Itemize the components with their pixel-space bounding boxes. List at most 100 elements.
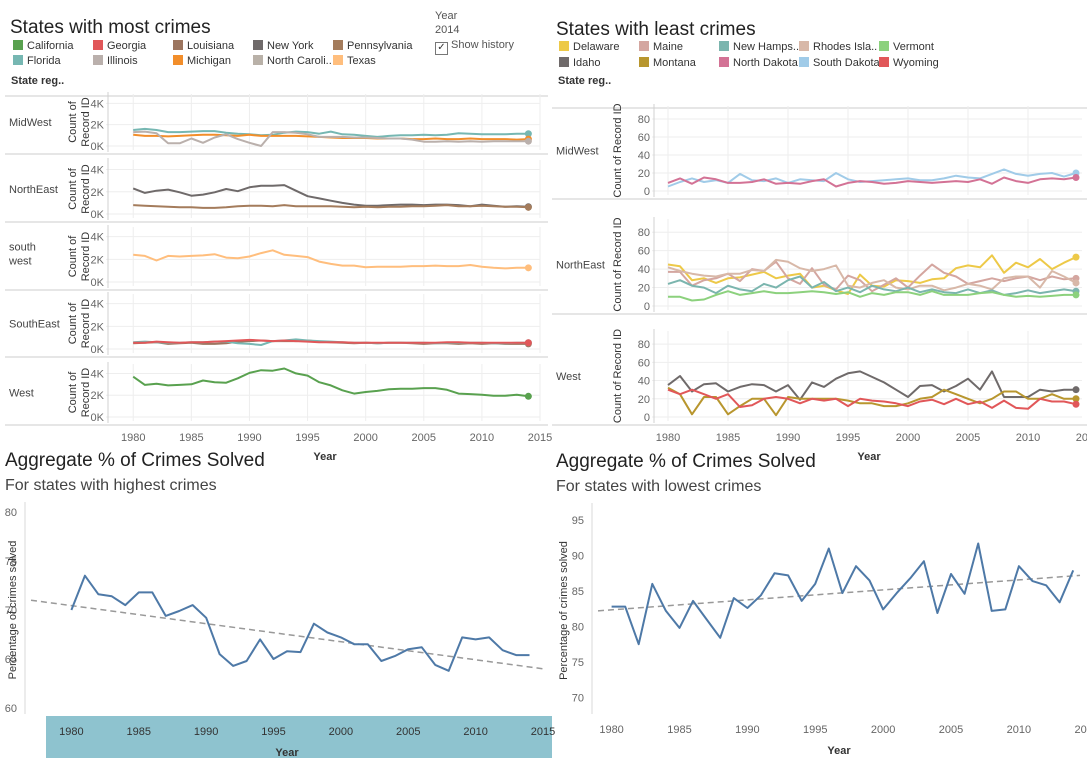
legend-label: Delaware bbox=[573, 41, 620, 53]
y-tick-label: 0K bbox=[91, 412, 105, 424]
x-tick-label: 1990 bbox=[735, 724, 759, 736]
series-line-pennsylvania bbox=[133, 204, 529, 209]
legend-item[interactable]: Michigan bbox=[173, 54, 231, 68]
y-tick-label: 90 bbox=[572, 551, 584, 563]
year-value[interactable]: 2014 bbox=[435, 24, 460, 36]
legend-label: Maine bbox=[653, 41, 683, 53]
legend-label: Florida bbox=[27, 55, 61, 67]
legend-item[interactable]: Maine bbox=[639, 40, 683, 54]
region-label: West bbox=[9, 388, 34, 400]
legend-item[interactable]: California bbox=[13, 39, 73, 53]
least-crimes-legend: Delaware Maine New Hamps.. Rhodes Isla..… bbox=[0, 0, 1087, 72]
y-tick-label: 0 bbox=[644, 412, 650, 424]
most-crimes-title: States with most crimes bbox=[10, 17, 211, 38]
legend-label: California bbox=[27, 40, 74, 52]
legend-item[interactable]: Rhodes Isla.. bbox=[799, 40, 877, 54]
y-tick-label: 4K bbox=[91, 165, 105, 177]
legend-item[interactable]: New Hamps.. bbox=[719, 40, 799, 54]
trend-line bbox=[597, 574, 1081, 612]
y-tick-label: 60 bbox=[638, 357, 650, 369]
legend-item[interactable]: South Dakota bbox=[799, 56, 880, 70]
y-tick-label: 4K bbox=[91, 98, 105, 110]
state-region-header[interactable]: State reg.. bbox=[558, 75, 612, 87]
series-line-vermont bbox=[668, 290, 1076, 302]
series-endpoint bbox=[1072, 279, 1080, 287]
legend-item[interactable]: Montana bbox=[639, 56, 696, 70]
x-tick-label: 1980 bbox=[656, 432, 680, 444]
legend-item[interactable]: Idaho bbox=[559, 56, 601, 70]
legend-swatch bbox=[639, 57, 649, 67]
legend-label: Montana bbox=[653, 57, 696, 69]
legend-swatch bbox=[333, 40, 343, 50]
series-line-california bbox=[132, 367, 529, 398]
year-filter: Year 2014 ✓ Show history bbox=[435, 10, 514, 55]
legend-swatch bbox=[93, 40, 103, 50]
y-tick-label: 4K bbox=[91, 232, 105, 244]
state-region-header[interactable]: State reg.. bbox=[11, 75, 65, 87]
series-endpoint bbox=[524, 264, 532, 272]
legend-swatch bbox=[879, 57, 889, 67]
legend-item[interactable]: Vermont bbox=[879, 40, 934, 54]
y-axis-title: Count of bbox=[67, 235, 79, 278]
legend-label: Vermont bbox=[893, 41, 934, 53]
x-axis-title: Year bbox=[275, 747, 299, 759]
show-history-toggle[interactable]: ✓ Show history bbox=[435, 39, 514, 55]
region-label: MidWest bbox=[556, 146, 599, 158]
y-tick-label: 4K bbox=[91, 299, 105, 311]
x-tick-label: 2000 bbox=[896, 432, 920, 444]
series-endpoint bbox=[1072, 253, 1080, 261]
legend-item[interactable]: Pennsylvania bbox=[333, 39, 412, 53]
y-axis-title: Record ID bbox=[80, 232, 92, 282]
x-tick-label: 1985 bbox=[127, 726, 151, 738]
series-endpoint bbox=[524, 203, 532, 211]
show-history-checkbox[interactable]: ✓ bbox=[435, 42, 448, 55]
legend-item[interactable]: North Dakota bbox=[719, 56, 798, 70]
legend-swatch bbox=[559, 41, 569, 51]
x-tick-label: 1980 bbox=[59, 726, 83, 738]
region-label: SouthEast bbox=[9, 319, 60, 331]
legend-swatch bbox=[719, 57, 729, 67]
series-line-new-york bbox=[132, 184, 529, 208]
legend-label: North Caroli.. bbox=[267, 55, 332, 67]
legend-item[interactable]: Illinois bbox=[93, 54, 138, 68]
x-tick-label: 2005 bbox=[956, 432, 980, 444]
year-label: Year bbox=[435, 10, 458, 22]
legend-swatch bbox=[253, 55, 263, 65]
y-tick-label: 0K bbox=[91, 209, 105, 221]
region-label: west bbox=[8, 256, 32, 268]
legend-swatch bbox=[879, 41, 889, 51]
legend-label: South Dakota bbox=[813, 57, 880, 69]
legend-item[interactable]: Louisiana bbox=[173, 39, 234, 53]
x-tick-label: 2015 bbox=[1075, 724, 1087, 736]
legend-swatch bbox=[13, 40, 23, 50]
series-line-montana bbox=[667, 386, 1076, 417]
y-tick-label: 60 bbox=[638, 246, 650, 258]
y-tick-label: 0K bbox=[91, 344, 105, 356]
series-line-rhodes-isla- bbox=[667, 258, 1077, 292]
series-endpoint bbox=[1072, 395, 1080, 403]
region-label: West bbox=[556, 371, 581, 383]
y-axis-title: Record ID bbox=[80, 368, 92, 418]
series-line-florida bbox=[133, 127, 529, 138]
legend-item[interactable]: Texas bbox=[333, 54, 376, 68]
legend-swatch bbox=[253, 40, 263, 50]
y-tick-label: 60 bbox=[638, 132, 650, 144]
solved-low-title: Aggregate % of Crimes Solved bbox=[556, 451, 816, 472]
x-tick-label: 2010 bbox=[470, 432, 494, 444]
series-endpoint bbox=[1072, 291, 1080, 299]
series-line-south-dakota bbox=[667, 168, 1077, 188]
x-tick-label: 2010 bbox=[463, 726, 487, 738]
legend-item[interactable]: New York bbox=[253, 39, 313, 53]
x-tick-label: 2000 bbox=[353, 432, 377, 444]
legend-item[interactable]: Wyoming bbox=[879, 56, 939, 70]
region-label: NorthEast bbox=[9, 184, 58, 196]
legend-item[interactable]: Georgia bbox=[93, 39, 146, 53]
x-tick-label: 1995 bbox=[803, 724, 827, 736]
legend-item[interactable]: Florida bbox=[13, 54, 61, 68]
legend-item[interactable]: Delaware bbox=[559, 40, 619, 54]
legend-item[interactable]: North Caroli.. bbox=[253, 54, 332, 68]
y-tick-label: 2K bbox=[91, 120, 105, 132]
y-tick-label: 4K bbox=[91, 368, 105, 380]
series-endpoint bbox=[524, 339, 532, 347]
y-tick-label: 80 bbox=[638, 114, 650, 126]
